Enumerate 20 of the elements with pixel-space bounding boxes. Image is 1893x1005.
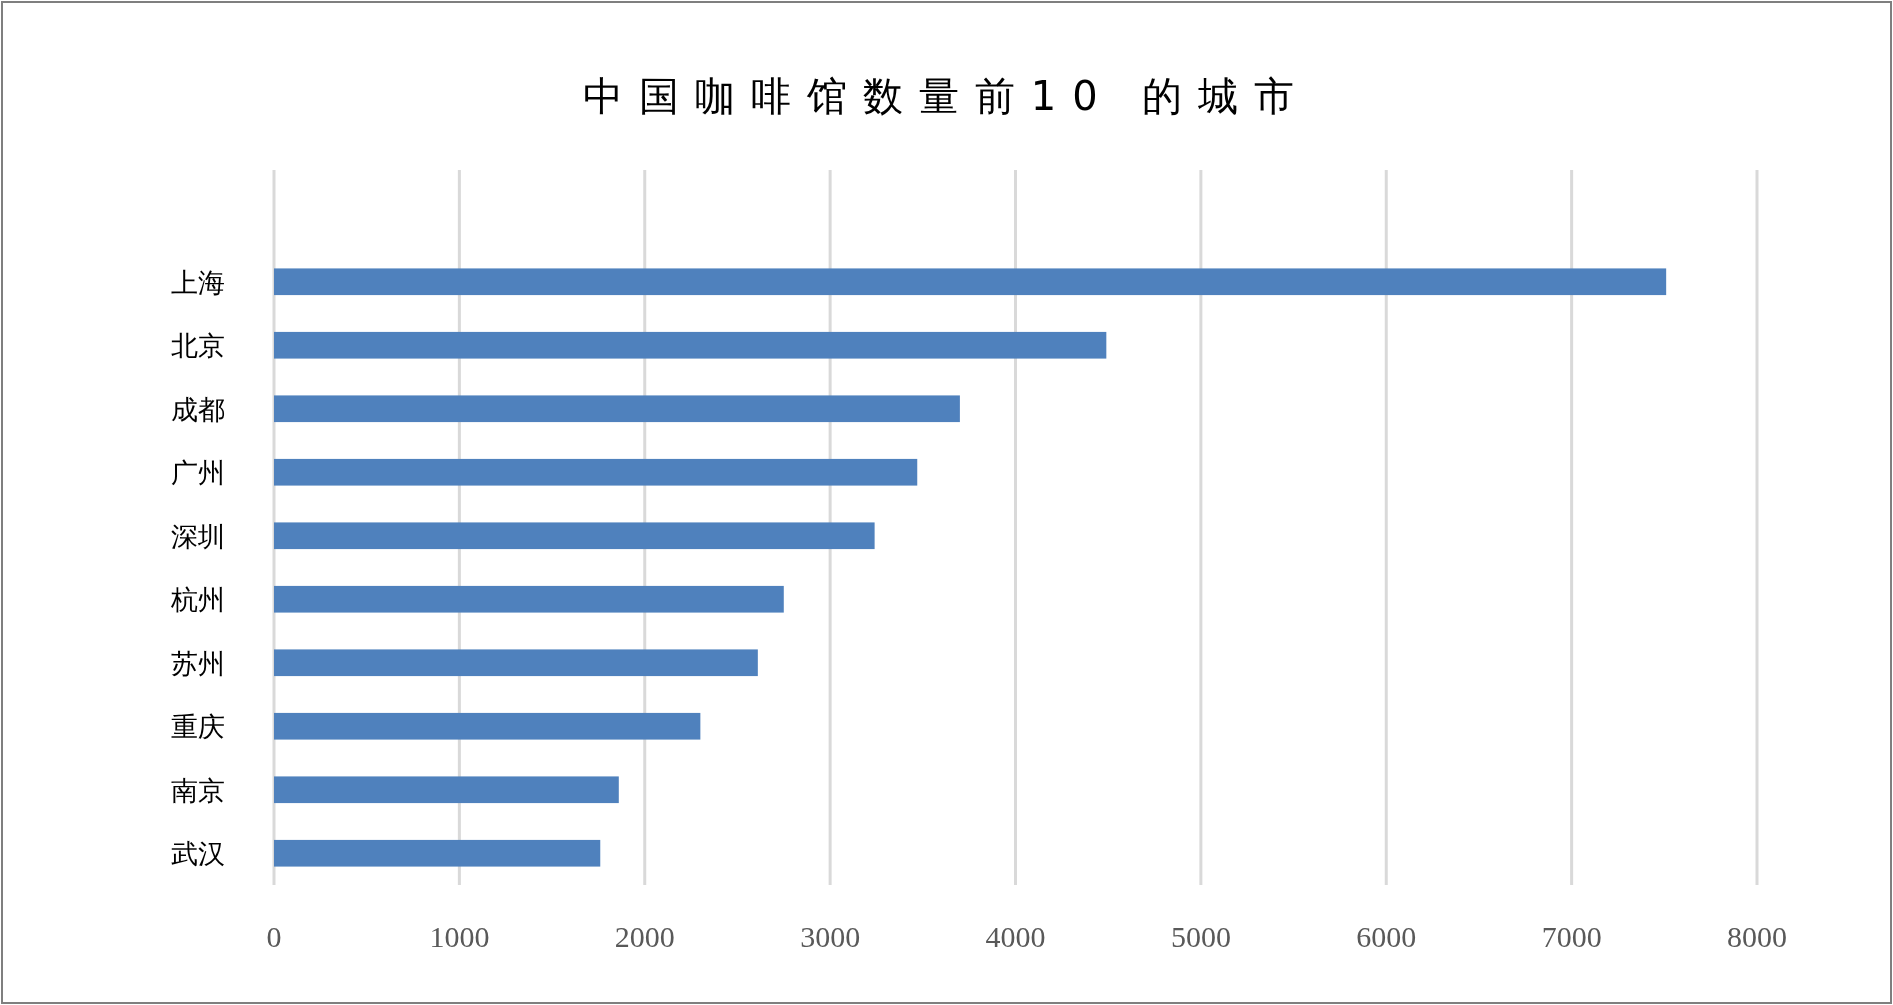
x-tick-label: 8000 <box>1727 920 1787 953</box>
chart-title: 中国咖啡馆数量前10 的城市 <box>582 73 1311 119</box>
y-tick-label: 武汉 <box>171 838 225 870</box>
x-tick-label: 0 <box>266 920 282 953</box>
y-tick-label: 重庆 <box>171 711 225 743</box>
x-tick-label: 5000 <box>1170 920 1231 953</box>
x-tick-label: 7000 <box>1541 920 1602 953</box>
y-tick-label: 北京 <box>171 330 225 362</box>
x-tick-label: 1000 <box>429 920 490 953</box>
y-tick-label: 苏州 <box>171 647 225 679</box>
y-tick-label: 南京 <box>171 774 225 806</box>
x-tick-label: 4000 <box>985 920 1046 953</box>
y-tick-label: 深圳 <box>171 520 225 552</box>
y-tick-label: 广州 <box>171 457 225 489</box>
y-tick-label: 上海 <box>171 266 225 298</box>
y-tick-label: 成都 <box>171 393 225 425</box>
y-tick-label: 杭州 <box>170 584 225 616</box>
x-tick-label: 6000 <box>1356 920 1417 953</box>
x-tick-label: 3000 <box>800 920 861 953</box>
x-tick-label: 2000 <box>614 920 675 953</box>
